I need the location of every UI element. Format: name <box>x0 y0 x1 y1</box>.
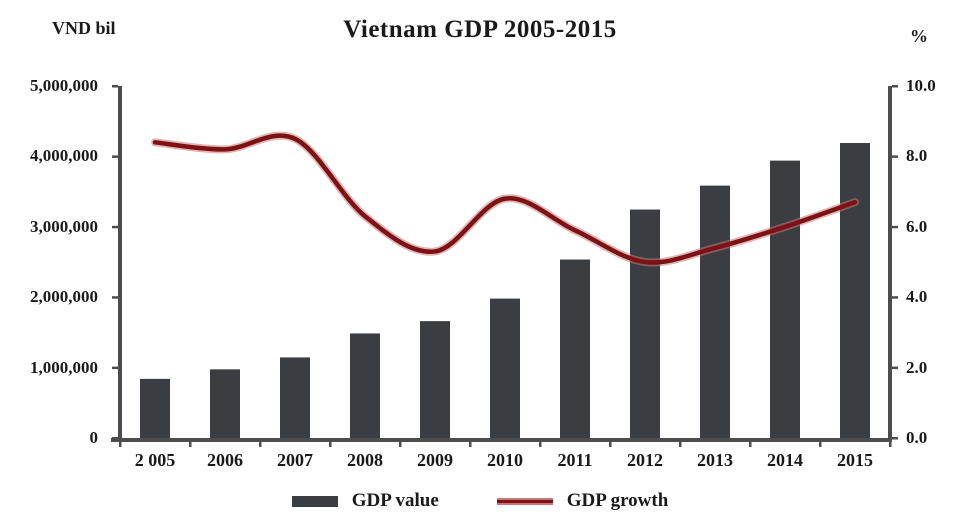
right-axis-tick-label: 2.0 <box>906 357 928 377</box>
x-axis-label-2012: 2012 <box>627 450 663 470</box>
left-axis-tick-label: 2,000,000 <box>30 287 98 307</box>
right-axis-tick <box>892 296 898 299</box>
x-axis-tick <box>119 440 122 447</box>
x-axis-label-2014: 2014 <box>767 450 803 470</box>
x-axis-tick <box>329 440 332 447</box>
bar-2011 <box>560 259 590 438</box>
right-axis-tick-label: 8.0 <box>906 146 928 166</box>
left-axis-tick-label: 0 <box>89 428 99 447</box>
x-axis-tick <box>469 440 472 447</box>
x-axis-label-2013: 2013 <box>697 450 733 470</box>
bar-2007 <box>280 357 310 438</box>
left-axis-tick-label: 4,000,000 <box>30 146 98 166</box>
x-axis-label-2011: 2011 <box>557 450 593 470</box>
x-axis-tick <box>819 440 822 447</box>
left-axis-tick-label: 3,000,000 <box>30 216 98 236</box>
bar-2015 <box>840 143 870 439</box>
x-axis-tick <box>679 440 682 447</box>
left-axis-line <box>118 86 122 442</box>
left-axis-tick <box>112 437 118 440</box>
x-axis-label-2005: 2 005 <box>134 450 176 470</box>
x-axis-label-2008: 2008 <box>347 450 383 470</box>
gdp-growth-line <box>152 133 858 265</box>
right-axis-tick-label: 10.0 <box>906 76 936 95</box>
legend-gdp-growth-label: GDP growth <box>566 490 669 511</box>
right-axis-unit-label: % <box>910 26 928 46</box>
bar-2010 <box>490 298 520 438</box>
right-axis-tick <box>892 155 898 158</box>
left-axis-tick <box>112 225 118 229</box>
left-axis-tick-label: 5,000,000 <box>30 76 98 95</box>
left-axis-unit-label: VND bil <box>52 18 116 38</box>
right-axis-tick <box>892 437 898 440</box>
bar-2008 <box>350 333 380 438</box>
x-axis-label-2009: 2009 <box>417 450 453 470</box>
legend-bar-swatch-icon <box>291 495 338 507</box>
left-axis-tick-label: 1,000,000 <box>30 357 98 377</box>
legend-gdp-value-label: GDP value <box>351 490 439 511</box>
left-axis-tick <box>112 296 118 299</box>
left-axis-tick <box>112 85 118 88</box>
right-axis-tick-label: 0.0 <box>906 428 928 447</box>
x-axis-label-2010: 2010 <box>487 450 523 470</box>
right-axis-tick-label: 6.0 <box>906 216 928 236</box>
chart-title: Vietnam GDP 2005-2015 <box>343 16 617 43</box>
right-axis-tick <box>892 85 898 88</box>
x-axis-tick <box>399 440 402 447</box>
bar-2014 <box>770 160 800 438</box>
legend-line-swatch-icon <box>496 497 553 505</box>
x-axis-label-2007: 2007 <box>277 450 313 470</box>
x-axis-tick <box>889 440 892 447</box>
left-axis-tick <box>112 366 118 370</box>
bar-2009 <box>420 321 450 438</box>
bar-2012 <box>630 209 660 438</box>
right-axis-tick <box>892 225 898 229</box>
right-axis-line <box>888 86 892 442</box>
x-axis-label-2006: 2006 <box>207 450 243 470</box>
left-axis-tick <box>112 155 118 158</box>
x-axis-tick <box>749 440 752 447</box>
x-axis-tick <box>189 440 192 447</box>
x-axis-line <box>111 438 892 442</box>
x-axis-tick <box>609 440 612 447</box>
legend: GDP value GDP growth <box>0 488 960 514</box>
x-axis-label-2015: 2015 <box>837 450 873 470</box>
bar-2013 <box>700 185 730 438</box>
bar-2006 <box>210 369 240 438</box>
x-axis-tick <box>259 440 262 447</box>
right-axis-tick <box>892 366 898 370</box>
bar-2005 <box>140 378 170 438</box>
x-axis-tick <box>539 440 542 447</box>
right-axis-tick-label: 4.0 <box>906 287 928 307</box>
